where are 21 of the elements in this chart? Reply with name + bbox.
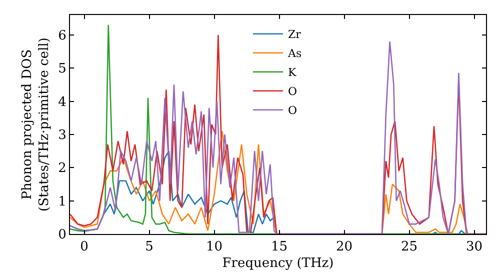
legend-label: K — [288, 66, 297, 80]
legend-label: As — [287, 47, 302, 60]
x-axis-title: Frequency (THz) — [222, 256, 334, 272]
y-tick-label: 2 — [58, 161, 66, 176]
x-tick-label: 15 — [271, 240, 288, 255]
x-tick-label: 25 — [401, 240, 418, 255]
y-tick-label: 0 — [58, 228, 66, 243]
x-tick-label: 30 — [466, 240, 483, 255]
legend-label: Zr — [288, 28, 302, 42]
x-tick-label: 20 — [336, 240, 353, 255]
y-axis-title: Phonon projected DOS (States/THz·primitive cell) — [20, 37, 52, 212]
x-tick-label: 10 — [206, 240, 223, 255]
legend-label: O — [288, 104, 298, 118]
legend-label: O — [288, 85, 298, 98]
y-tick-label: 5 — [58, 62, 66, 77]
y-tick-label: 1 — [58, 194, 66, 210]
y-tick-label: 3 — [58, 128, 66, 143]
y-tick-label: 4 — [58, 94, 66, 110]
x-tick-label: 5 — [145, 240, 154, 255]
x-tick-label: 0 — [80, 240, 88, 255]
y-tick-label: 6 — [58, 28, 66, 44]
